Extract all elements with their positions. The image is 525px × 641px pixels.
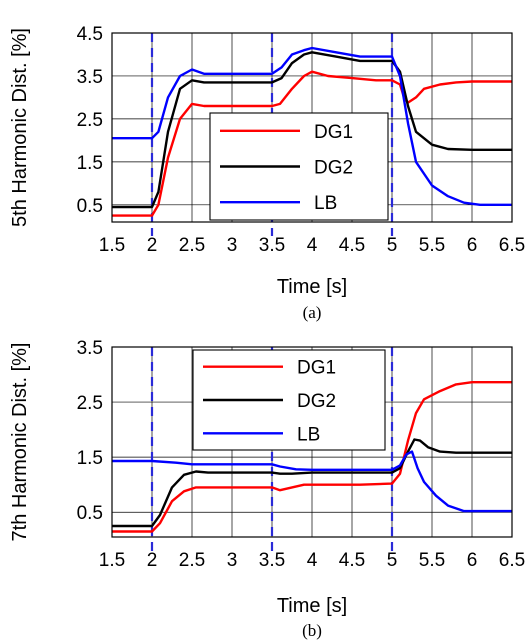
panel-caption: (a) (303, 303, 322, 322)
x-tick-label: 3.5 (259, 235, 285, 256)
x-tick-label: 5 (387, 550, 398, 571)
legend: DG1 DG2 LB (192, 349, 386, 451)
legend-label-dg1: DG1 (314, 122, 353, 143)
x-tick-label: 4.5 (339, 550, 365, 571)
chart-panel-b: 1.5 2 2.5 3 3.5 4 4.5 5 5.5 6 6.5 0.5 1.5 2.5 3.5 DG1… (9, 338, 525, 640)
y-axis-label: 5th Harmonic Dist. [%] (9, 28, 31, 227)
legend-label-dg2: DG2 (314, 158, 353, 179)
x-tick-label: 2.5 (179, 550, 205, 571)
y-tick-label: 1.5 (77, 448, 103, 469)
x-tick-label: 5 (387, 235, 398, 256)
x-tick-label: 3 (227, 235, 238, 256)
x-tick-label: 3 (227, 550, 238, 571)
legend-label-dg1: DG1 (297, 358, 336, 379)
legend: DG1 DG2 LB (209, 112, 389, 221)
chart-panel-a: 1.5 2 2.5 3 3.5 4 4.5 5 5.5 6 6.5 0.51.52.53.54.5 … (9, 24, 525, 322)
x-tick-label: 6 (467, 235, 478, 256)
x-tick-label: 2 (147, 550, 158, 571)
x-tick-label: 2 (147, 235, 158, 256)
series-line-dg1 (112, 381, 512, 533)
x-axis-label: Time [s] (277, 276, 347, 298)
x-tick-label: 5.5 (419, 550, 445, 571)
x-tick-label: 4.5 (339, 235, 365, 256)
legend-label-dg2: DG2 (297, 391, 336, 412)
y-tick-label: 3.5 (77, 67, 103, 88)
plot-area-frame (111, 346, 513, 538)
y-tick-label: 3.5 (77, 338, 103, 359)
plot-area-frame (111, 32, 513, 223)
y-tick-label: 4.5 (77, 24, 103, 45)
x-tick-label: 3.5 (259, 550, 285, 571)
x-tick-label: 6.5 (499, 235, 525, 256)
x-tick-label: 5.5 (419, 235, 445, 256)
x-tick-label: 4 (307, 235, 318, 256)
series-line-dg2 (112, 438, 512, 528)
legend-label-lb: LB (297, 424, 320, 445)
x-axis-label: Time [s] (277, 595, 347, 617)
x-tick-label: 2.5 (179, 235, 205, 256)
x-tick-label: 6 (467, 550, 478, 571)
series-line-dg2 (112, 51, 512, 209)
x-tick-label: 1.5 (99, 550, 125, 571)
y-tick-label: 0.5 (77, 503, 103, 524)
x-tick-label: 1.5 (99, 235, 125, 256)
panel-caption: (b) (302, 621, 322, 640)
y-tick-label: 2.5 (77, 393, 103, 414)
series-line-lb (112, 450, 512, 513)
y-axis-label: 7th Harmonic Dist. [%] (9, 343, 31, 542)
y-tick-label: 1.5 (77, 153, 103, 174)
y-tick-label: 0.5 (77, 196, 103, 217)
x-tick-label: 6.5 (499, 550, 525, 571)
series-line-lb (112, 46, 512, 207)
legend-label-lb: LB (314, 193, 337, 214)
x-tick-label: 4 (307, 550, 318, 571)
series-line-dg1 (112, 70, 512, 217)
y-tick-label: 2.5 (77, 110, 103, 131)
